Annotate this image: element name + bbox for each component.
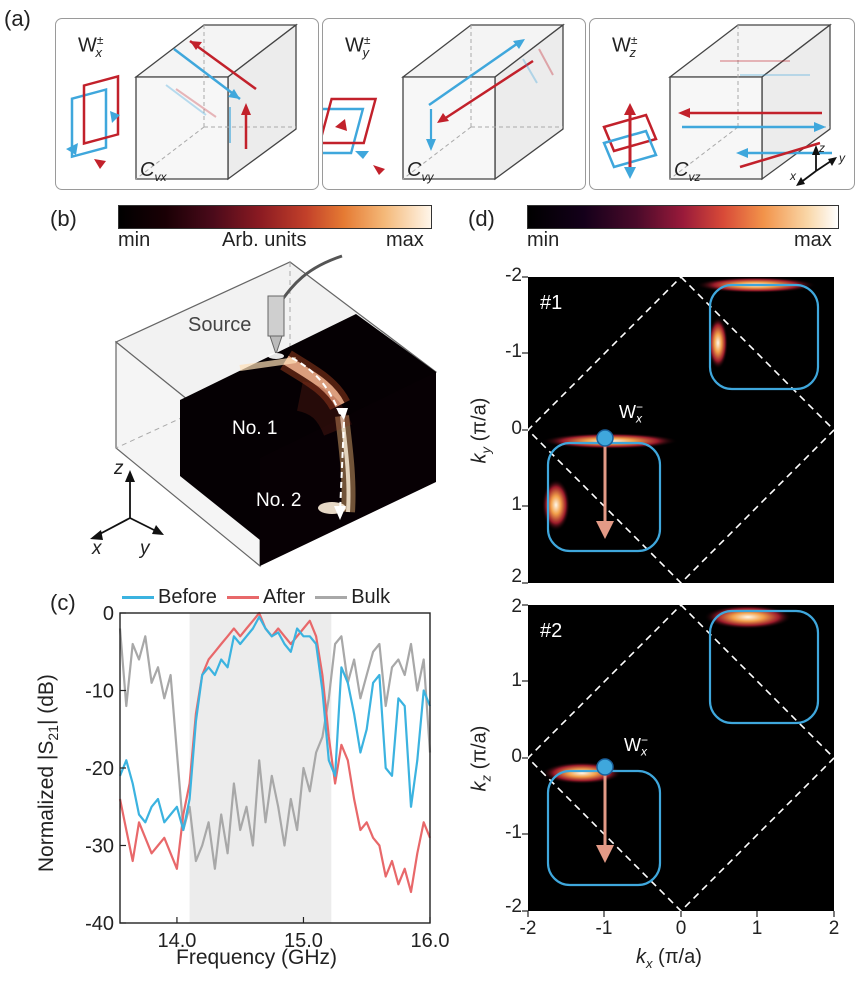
map-1-ytick-1: -1 [505,341,522,362]
map-xtick-1: -1 [595,918,613,939]
axis-x-b: x [92,538,102,559]
c-label-z: Cvz [674,159,701,184]
axis-z-a: z [819,141,825,155]
panel-a-box-y: W±y Cvy [305,18,586,190]
colorbar-d [527,205,839,229]
map-1-ytick-0: -2 [505,265,522,286]
map-2-ytick-3: -1 [505,822,522,843]
axis-y-b: y [140,538,150,559]
series-line-bulk [118,628,432,870]
colorbar-b [118,205,432,229]
map-xtick-4: 2 [828,918,840,939]
y-tick-label: -10 [85,681,114,703]
chart-ylabel: Normalized |S21| (dB) [34,674,62,873]
c-label-y: Cvy [407,159,434,184]
map-2-ytick-1: 1 [511,670,522,691]
cube-diagram-z [602,23,837,186]
y-tick-label: -30 [85,836,114,858]
map-2-marker-label: Wx− [624,733,649,759]
y-tick-label: -40 [85,913,114,935]
panel-label-c: (c) [50,590,76,615]
map-1-ytick-3: 1 [511,494,522,515]
map-2-ylabel: kz (π/a) [468,725,494,792]
map-1-ytick-4: 2 [511,566,522,587]
map-1-ylabel: ky (π/a) [468,397,494,464]
map-xtick-3: 1 [751,918,763,939]
panel-label-b: (b) [50,206,77,231]
colorbar-b-mid: Arb. units [222,229,307,251]
legend-bulk: Bulk [315,586,390,609]
colorbar-d-max: max [794,229,832,251]
map-2-background [528,605,834,911]
map-2-ytick-2: 0 [511,746,522,767]
y-tick-label: 0 [103,603,114,625]
series-line-before [118,615,432,832]
map-1-tag: #1 [540,292,563,314]
map-1-ytick-2: 0 [511,418,522,439]
legend-after: After [226,586,305,609]
legend-before: Before [122,586,217,609]
s21-line-chart: 0 -10 -20 -30 -40 14.0 15.0 16.0 [85,603,450,952]
x-tick-label: 14.0 [157,930,196,952]
axis-y-a: y [839,151,845,165]
x-tick-label: 15.0 [284,930,323,952]
x-tick-label: 16.0 [411,930,450,952]
colorbar-b-min: min [118,229,151,251]
k-space-maps [522,275,836,917]
panel-a-box-x: W±x Cvx [55,18,319,190]
panel-label-d: (d) [468,206,495,231]
cube-diagram-x [66,23,298,181]
axis-x-a: x [790,169,796,183]
series-line-after [118,611,432,894]
map-1-background [528,277,834,583]
panel-label-a: (a) [4,6,31,31]
map-2-tag: #2 [540,620,563,642]
map-xlabel: kx (π/a) [636,946,702,971]
colorbar-b-max: max [386,229,424,251]
map-1-marker-label: Wx− [619,400,644,426]
chart-legend: Before After Bulk [122,586,390,609]
layer-1-label: No. 1 [232,418,278,439]
map-2-ytick-4: -2 [505,896,522,917]
panel-a-box-z: W±z Cvz z y x [589,18,855,190]
cube-diagram-y [305,23,565,181]
layer-2-label: No. 2 [256,490,302,511]
field-map-3d [90,254,438,568]
map-2-ytick-0: 2 [511,596,522,617]
w-label-y: W±y [345,33,371,60]
colorbar-d-min: min [527,229,560,251]
w-label-z: W±z [612,33,638,60]
source-label: Source [188,314,252,336]
c-label-x: Cvx [140,159,167,184]
y-tick-label: -20 [85,758,114,780]
w-label-x: W±x [78,33,104,60]
map-xtick-2: 0 [675,918,687,939]
map-xtick-0: -2 [519,918,537,939]
axis-z-b: z [114,458,124,479]
chart-xlabel: Frequency (GHz) [176,946,338,969]
